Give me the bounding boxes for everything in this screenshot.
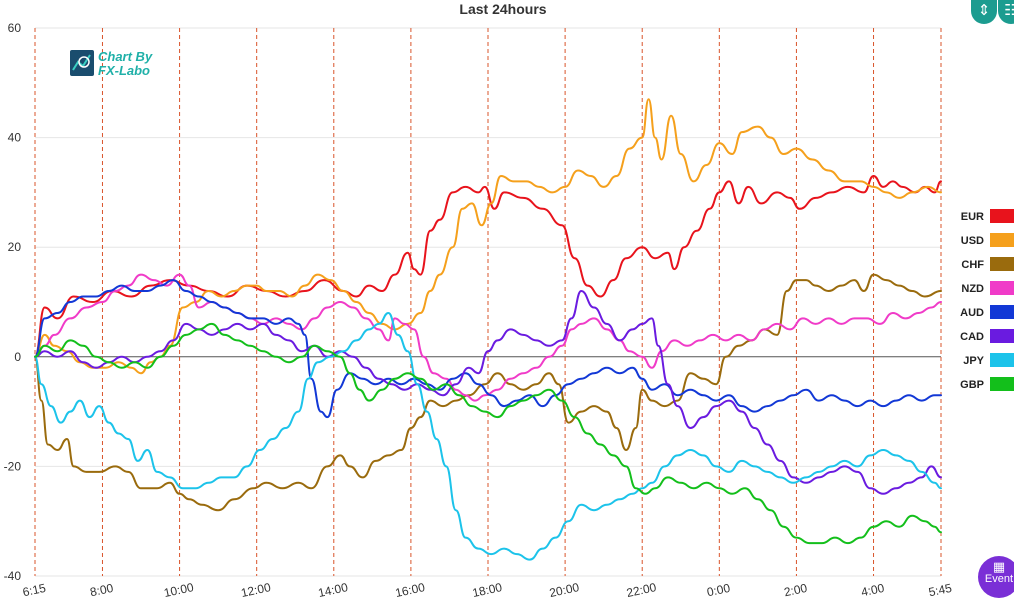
legend-swatch [990, 257, 1014, 271]
legend-item-usd[interactable]: USD [961, 233, 1014, 247]
x-tick-label: 20:00 [548, 580, 581, 600]
legend-label: AUD [960, 307, 984, 319]
event-button[interactable]: ▦ Event [978, 556, 1014, 598]
x-tick-label: 16:00 [394, 580, 427, 600]
event-button-label: Event [984, 573, 1014, 585]
series-line-jpy [34, 312, 942, 561]
legend-swatch [990, 305, 1014, 319]
legend-label: USD [961, 235, 984, 247]
y-tick-label: 40 [8, 131, 22, 145]
legend-swatch [990, 281, 1014, 295]
legend-swatch [990, 377, 1014, 391]
table-button[interactable]: ☷ [998, 0, 1014, 24]
legend-label: CHF [961, 259, 984, 271]
y-tick-label: 20 [8, 240, 22, 254]
y-tick-label: -40 [4, 569, 22, 583]
legend-label: GBP [960, 379, 984, 391]
x-tick-label: 18:00 [471, 580, 504, 600]
legend-swatch [990, 353, 1014, 367]
x-tick-label: 22:00 [625, 580, 658, 600]
series-line-cad [34, 290, 942, 495]
x-tick-label: 8:00 [89, 581, 115, 600]
logo-icon [70, 50, 94, 76]
series-line-chf [34, 273, 942, 512]
x-tick-label: 2:00 [783, 581, 809, 600]
legend-swatch [990, 233, 1014, 247]
legend-swatch [990, 329, 1014, 343]
y-tick-label: 60 [8, 21, 22, 35]
series-line-gbp [34, 322, 942, 545]
calendar-icon: ▦ [992, 559, 1006, 574]
legend-item-eur[interactable]: EUR [961, 209, 1014, 223]
chart-logo: Chart By FX-Labo [70, 49, 153, 78]
logo-text-line1: Chart By [98, 49, 153, 64]
table-icon: ☷ [1004, 2, 1014, 19]
time-markers [34, 28, 942, 576]
legend-label: EUR [961, 211, 984, 223]
series-line-aud [34, 279, 942, 419]
x-tick-label: 4:00 [860, 581, 886, 600]
series-lines [34, 98, 942, 561]
collapse-button[interactable]: ⇕ [971, 0, 997, 24]
x-tick-label: 12:00 [240, 580, 273, 600]
legend-label: NZD [961, 283, 984, 295]
legend-item-aud[interactable]: AUD [960, 305, 1014, 319]
x-tick-label: 5:45 [927, 581, 953, 600]
x-tick-label: 0:00 [706, 581, 732, 600]
series-line-eur [34, 175, 942, 358]
y-tick-label: -20 [4, 459, 22, 473]
x-tick-label: 14:00 [317, 580, 350, 600]
legend-label: CAD [960, 331, 984, 343]
legend-item-jpy[interactable]: JPY [963, 353, 1014, 367]
logo-text-line2: FX-Labo [98, 63, 150, 78]
legend-item-gbp[interactable]: GBP [960, 377, 1014, 391]
x-tick-label: 6:15 [21, 581, 47, 600]
legend[interactable]: EUR USD CHF NZD AUD CAD JPY GBP [960, 209, 1014, 391]
series-line-usd [34, 98, 942, 375]
collapse-icon: ⇕ [977, 2, 991, 19]
series-line-nzd [34, 273, 942, 402]
chart-title: Last 24hours [459, 1, 546, 17]
legend-label: JPY [963, 355, 984, 367]
x-axis-ticks: 6:15 8:00 10:00 12:00 14:00 16:00 18:00 20:00 22… [21, 580, 953, 600]
y-tick-label: 0 [14, 350, 21, 364]
legend-swatch [990, 209, 1014, 223]
legend-item-chf[interactable]: CHF [961, 257, 1014, 271]
legend-item-nzd[interactable]: NZD [961, 281, 1014, 295]
legend-item-cad[interactable]: CAD [960, 329, 1014, 343]
y-axis-ticks: 60 40 20 0 -20 -40 [4, 21, 22, 583]
x-tick-label: 10:00 [163, 580, 196, 600]
